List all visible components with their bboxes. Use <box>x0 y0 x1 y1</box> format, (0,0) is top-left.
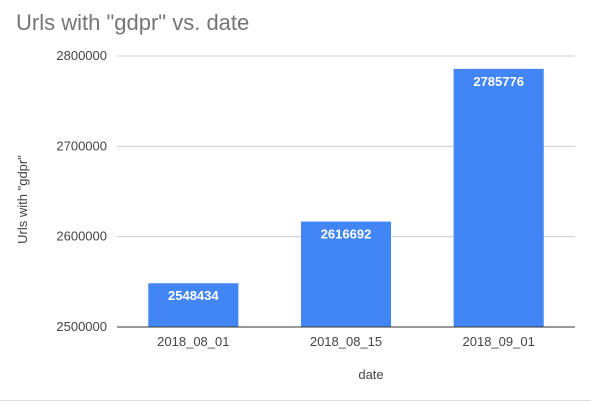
bars: 2548434 2616692 2785776 <box>148 68 544 328</box>
chart-title: Urls with "gdpr" vs. date <box>16 10 250 35</box>
bottom-divider <box>0 400 591 401</box>
bar <box>300 221 392 327</box>
y-tick-label: 2700000 <box>56 138 107 153</box>
y-tick-label: 2800000 <box>56 48 107 63</box>
bar <box>148 283 239 327</box>
y-axis-title: Urls with "gdpr" <box>15 155 30 244</box>
bar <box>453 68 544 328</box>
bar-data-label: 2548434 <box>168 288 219 303</box>
y-tick-label: 2600000 <box>56 229 107 244</box>
x-axis-ticks: 2018_08_01 2018_08_15 2018_09_01 <box>157 334 535 349</box>
y-tick-label: 2500000 <box>56 319 107 334</box>
bar-data-label: 2616692 <box>321 227 372 242</box>
y-axis-ticks: 2500000 2600000 2700000 2800000 <box>56 48 107 334</box>
x-tick-label: 2018_08_15 <box>310 334 382 349</box>
bar-data-label: 2785776 <box>473 74 524 89</box>
x-axis-title: date <box>358 367 383 382</box>
x-tick-label: 2018_09_01 <box>463 334 535 349</box>
x-tick-label: 2018_08_01 <box>157 334 229 349</box>
